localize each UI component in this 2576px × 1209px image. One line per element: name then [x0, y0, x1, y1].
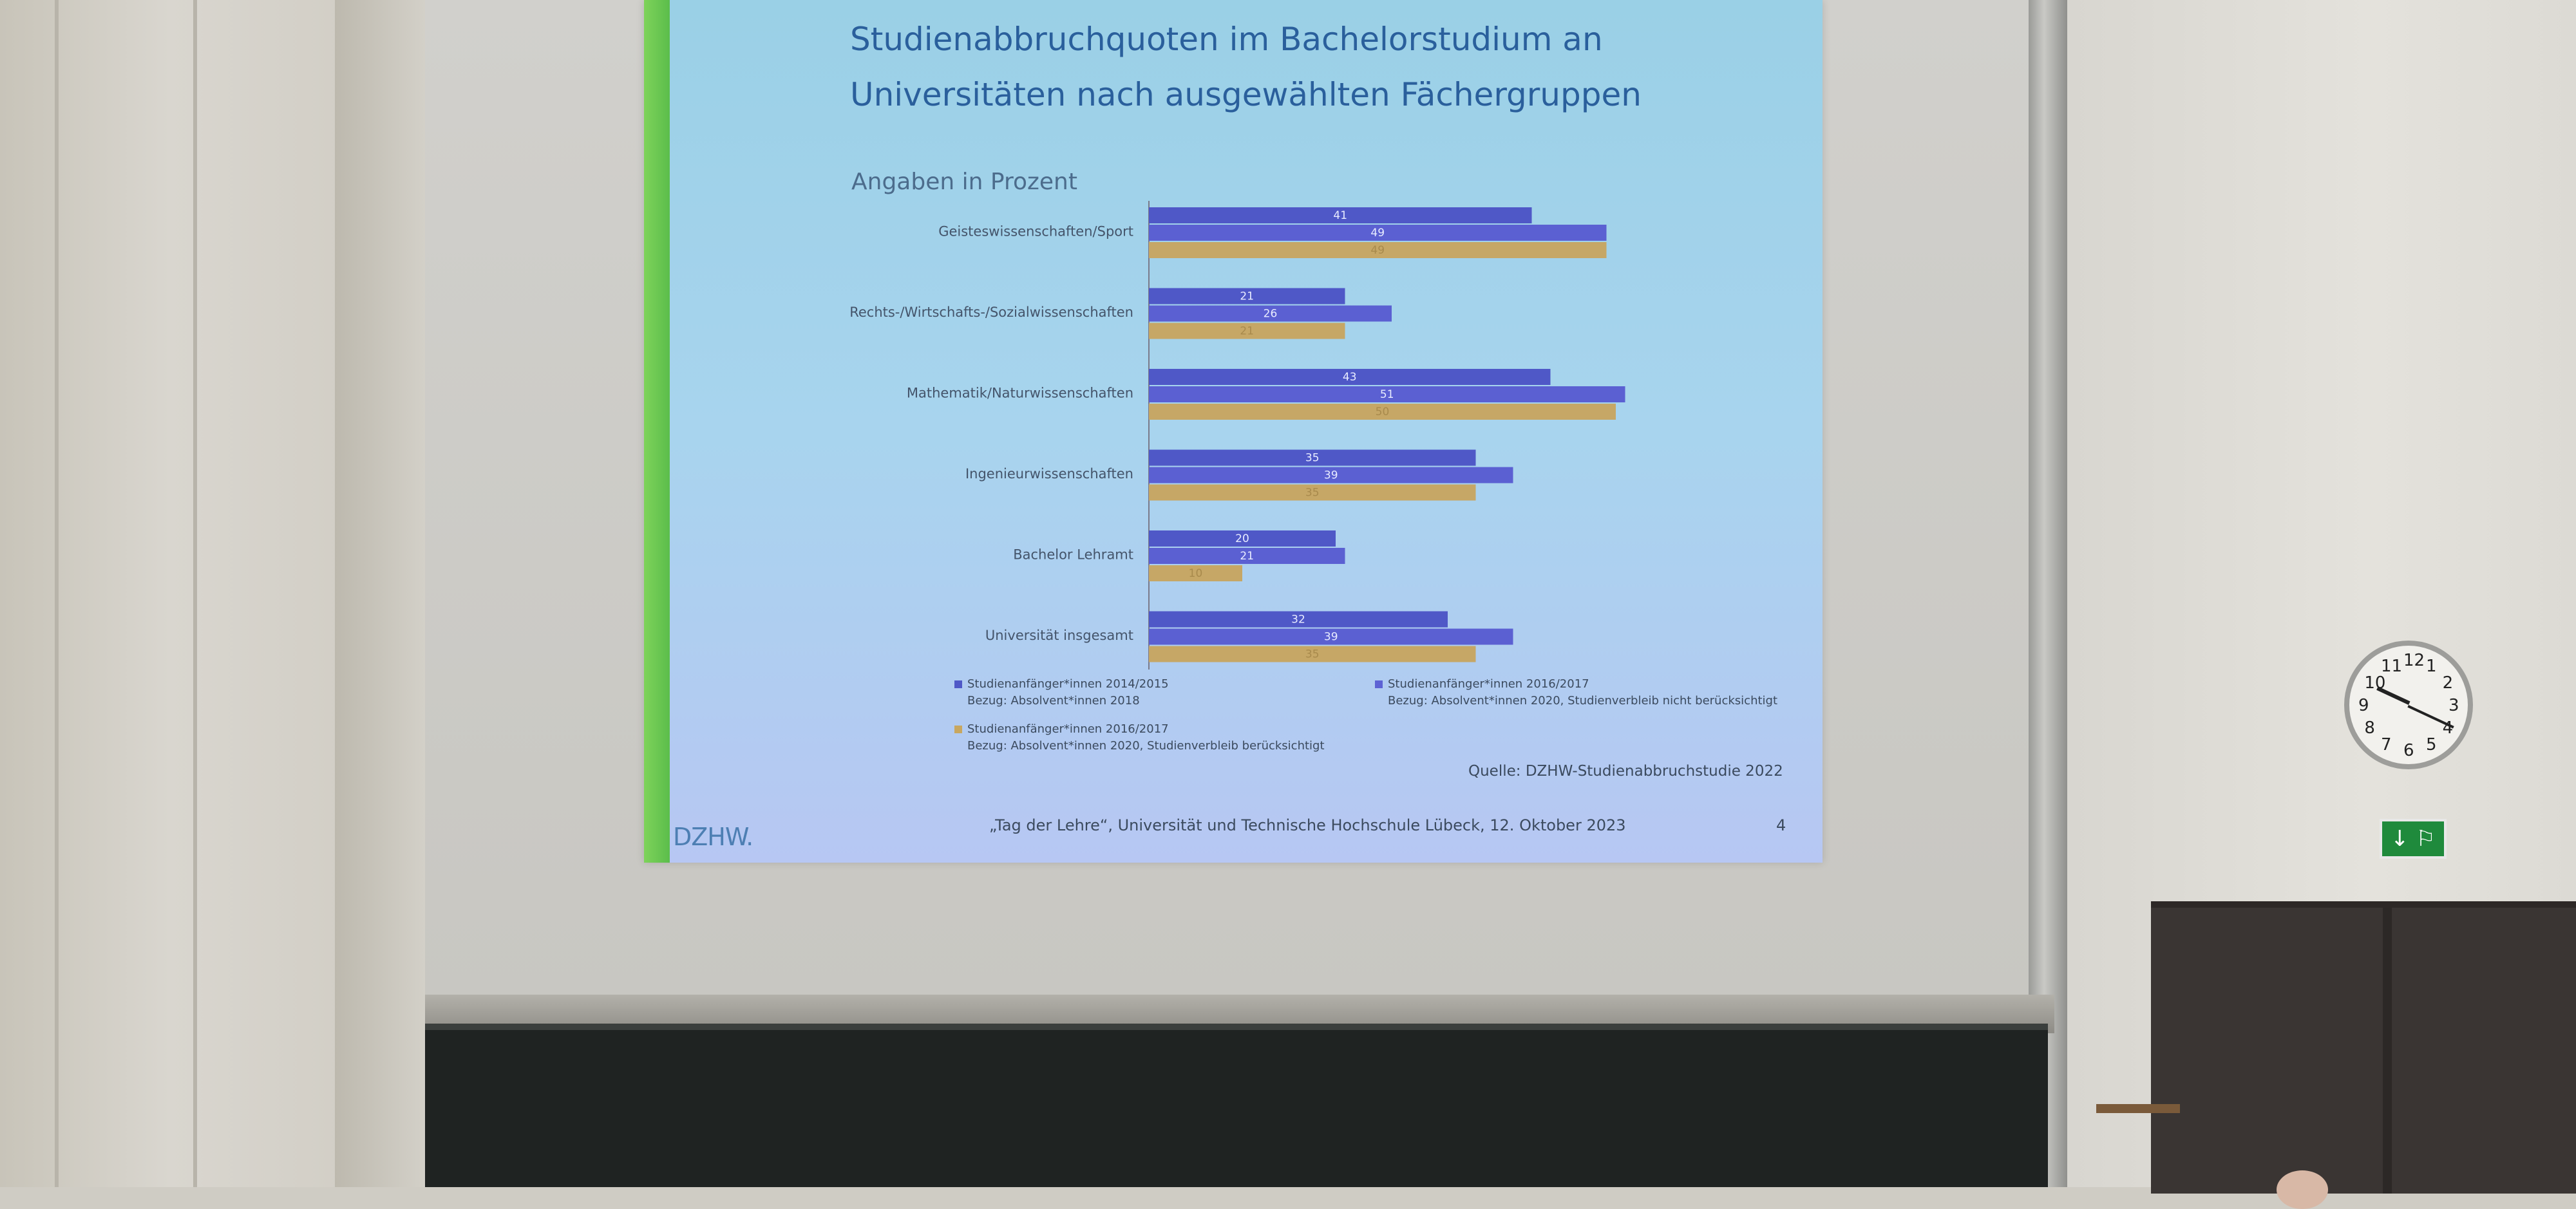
- legend-label: Studienanfänger*innen 2016/2017: [1388, 677, 1589, 691]
- bar-series-1: [1149, 207, 1532, 223]
- bar-data-label: 41: [1333, 209, 1347, 222]
- clock-number: 11: [2381, 657, 2403, 677]
- legend-label: Studienanfänger*innen 2016/2017: [967, 722, 1169, 736]
- legend-item: Studienanfänger*innen 2016/2017 Bezug: Ab…: [954, 721, 1325, 754]
- chart-subtitle: Angaben in Prozent: [851, 169, 1077, 195]
- category-label: Universität insgesamt: [985, 628, 1133, 643]
- page-number: 4: [1776, 816, 1786, 834]
- bar-data-label: 39: [1324, 469, 1338, 482]
- screen-rail: [2029, 0, 2067, 1187]
- bar-series-1: [1149, 530, 1336, 547]
- bar-series-3: [1149, 565, 1242, 581]
- pillar: [335, 0, 425, 1187]
- bar-data-label: 35: [1305, 648, 1320, 661]
- bar-data-label: 50: [1376, 406, 1390, 418]
- bar-data-label: 43: [1343, 371, 1357, 384]
- bar-series-2: [1149, 467, 1513, 483]
- bar-series-2: [1149, 386, 1625, 402]
- bar-series-3: [1149, 242, 1607, 258]
- bar-series-2: [1149, 548, 1345, 564]
- wall-seam: [193, 0, 197, 1187]
- bar-data-label: 39: [1324, 631, 1338, 644]
- person-head: [2277, 1170, 2328, 1209]
- clock-number: 7: [2381, 735, 2392, 754]
- clock-number: 9: [2358, 696, 2369, 715]
- bar-data-label: 49: [1370, 244, 1385, 257]
- bar-series-1: [1149, 449, 1476, 466]
- bar-data-label: 21: [1240, 290, 1254, 303]
- source-note: Quelle: DZHW-Studienabbruchstudie 2022: [1468, 763, 1783, 780]
- clock-number: 12: [2403, 651, 2425, 670]
- wall-clock: 12 1 2 3 4 5 6 7 8 9 10 11: [2344, 641, 2473, 769]
- bar-series-2: [1149, 225, 1607, 241]
- legend-swatch: [1375, 680, 1383, 688]
- exit-sign: ↓ ⚐: [2380, 819, 2447, 859]
- bar-data-label: 32: [1291, 614, 1305, 626]
- bar-chart: Geisteswissenschaften/Sport 41 49 49 Rechts-…: [849, 201, 1625, 670]
- bar-data-label: 21: [1240, 550, 1254, 563]
- bar-series-2: [1149, 628, 1513, 645]
- slide-footer: „Tag der Lehre“, Universität und Technis…: [989, 816, 1626, 834]
- slide-accent-bar: [644, 0, 670, 863]
- category-label: Ingenieurwissenschaften: [965, 466, 1133, 482]
- bar-series-2: [1149, 305, 1392, 322]
- bar-data-label: 51: [1380, 388, 1394, 401]
- bar-series-3: [1149, 646, 1476, 662]
- clock-minute-hand: [2407, 705, 2454, 729]
- bar-series-1: [1149, 369, 1551, 385]
- bar-series-3: [1149, 323, 1345, 339]
- slide-title-line2: Universitäten nach ausgewählten Fächergr…: [850, 76, 1642, 113]
- clock-hour-hand: [2376, 686, 2410, 705]
- bar-series-3: [1149, 484, 1476, 501]
- category-label: Rechts-/Wirtschafts-/Sozialwissenschafte…: [849, 305, 1133, 320]
- legend-swatch: [954, 726, 962, 733]
- bar-data-label: 26: [1264, 308, 1278, 321]
- legend-item: Studienanfänger*innen 2014/2015 Bezug: Ab…: [954, 676, 1169, 709]
- legend-sublabel: Bezug: Absolvent*innen 2020, Studienverb…: [967, 739, 1325, 753]
- legend-item: Studienanfänger*innen 2016/2017 Bezug: Ab…: [1375, 676, 1777, 709]
- category-label: Geisteswissenschaften/Sport: [938, 224, 1133, 239]
- clock-number: 6: [2403, 741, 2414, 760]
- bar-data-label: 10: [1189, 567, 1203, 580]
- legend-sublabel: Bezug: Absolvent*innen 2020, Studienverb…: [1388, 694, 1778, 708]
- bar-data-label: 20: [1235, 532, 1249, 545]
- bar-data-label: 21: [1240, 325, 1254, 338]
- bar-data-label: 35: [1305, 452, 1320, 465]
- clock-number: 8: [2364, 718, 2375, 738]
- legend-label: Studienanfänger*innen 2014/2015: [967, 677, 1169, 691]
- dzhw-logo: DZHW.: [673, 823, 753, 851]
- bar-data-label: 49: [1370, 227, 1385, 239]
- door: [2151, 901, 2576, 1194]
- category-label: Bachelor Lehramt: [1013, 547, 1133, 563]
- bar-series-1: [1149, 288, 1345, 305]
- slide-title-line1: Studienabbruchquoten im Bachelorstudium …: [850, 21, 1603, 58]
- slide-title: Studienabbruchquoten im Bachelorstudium …: [850, 12, 1687, 122]
- wall-seam: [55, 0, 59, 1187]
- clock-number: 3: [2448, 696, 2459, 715]
- wall-bracket: [2096, 1104, 2180, 1113]
- bar-series-1: [1149, 611, 1448, 628]
- clock-number: 1: [2426, 657, 2437, 677]
- bar-data-label: 35: [1305, 487, 1320, 500]
- clock-number: 2: [2442, 673, 2454, 693]
- legend-swatch: [954, 680, 962, 688]
- category-label: Mathematik/Naturwissenschaften: [907, 386, 1133, 401]
- bar-series-3: [1149, 404, 1616, 420]
- legend-sublabel: Bezug: Absolvent*innen 2018: [967, 694, 1140, 708]
- blackboard: [425, 1024, 2048, 1187]
- slide: Studienabbruchquoten im Bachelorstudium …: [644, 0, 1823, 863]
- clock-number: 5: [2426, 735, 2437, 754]
